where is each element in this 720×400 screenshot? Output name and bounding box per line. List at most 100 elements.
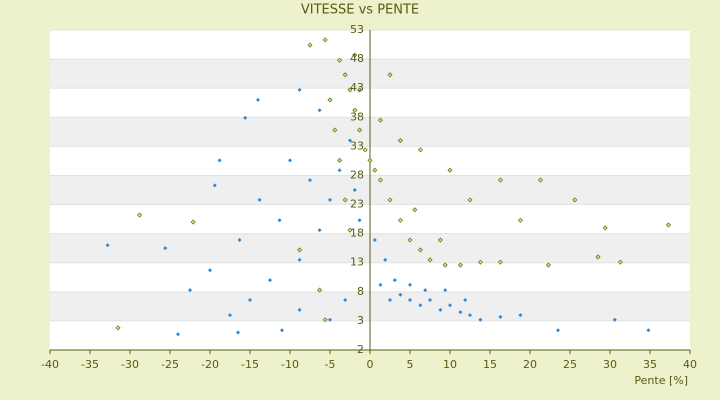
data-point	[377, 117, 383, 123]
data-point	[397, 137, 403, 144]
data-point	[328, 197, 332, 202]
data-point	[337, 168, 342, 173]
data-point	[277, 218, 282, 223]
data-point	[447, 167, 453, 173]
x-tick-label: 10	[443, 358, 457, 371]
x-tick-label: 40	[683, 358, 697, 371]
data-point	[387, 197, 393, 203]
data-point	[357, 87, 363, 93]
data-point	[377, 177, 383, 183]
data-point	[556, 328, 560, 333]
data-point	[392, 278, 397, 283]
data-point	[443, 288, 448, 293]
data-point	[190, 219, 196, 225]
data-point	[477, 259, 483, 265]
data-point	[236, 330, 240, 335]
data-point	[337, 57, 343, 63]
data-point	[317, 108, 322, 113]
data-point	[297, 307, 302, 312]
data-point	[317, 228, 322, 233]
data-point	[268, 278, 272, 283]
data-point	[438, 307, 443, 312]
data-point	[646, 328, 651, 333]
data-point	[372, 167, 378, 173]
data-point	[342, 72, 348, 78]
data-point	[297, 257, 302, 262]
data-point	[417, 247, 423, 253]
data-point	[137, 212, 143, 218]
data-point	[665, 222, 671, 228]
data-point	[418, 303, 423, 308]
data-point	[397, 217, 403, 223]
data-point	[378, 282, 383, 287]
x-tick-label: 20	[523, 358, 537, 371]
data-point	[457, 262, 463, 268]
x-tick-label: -30	[121, 358, 139, 371]
data-point	[617, 259, 623, 265]
data-point	[337, 157, 343, 163]
data-point	[237, 238, 242, 243]
x-tick-label: 0	[367, 358, 374, 371]
y-tick-label: 53	[350, 23, 364, 36]
data-point	[105, 243, 110, 248]
x-tick-label: -20	[201, 358, 219, 371]
data-point	[352, 107, 358, 113]
data-point	[307, 42, 313, 48]
data-point	[322, 317, 328, 323]
y-tick-label: 3	[357, 314, 364, 327]
x-tick-label: 5	[407, 358, 414, 371]
x-tick-label: -10	[281, 358, 299, 371]
data-point	[352, 52, 358, 58]
data-point	[357, 218, 362, 223]
data-point	[412, 207, 418, 213]
x-tick-label: 35	[643, 358, 657, 371]
x-tick-label: 15	[483, 358, 497, 371]
data-point	[463, 297, 468, 302]
x-axis-title: Pente [%]	[634, 374, 688, 387]
data-point	[297, 247, 303, 253]
data-point	[342, 197, 348, 203]
y-tick-label: 28	[350, 168, 364, 181]
data-point	[176, 332, 180, 337]
data-point	[322, 37, 328, 43]
data-point	[188, 288, 192, 293]
y-tick-label: 38	[350, 110, 364, 123]
y-tick-label: 13	[350, 256, 364, 269]
data-point	[407, 237, 413, 243]
data-point	[212, 183, 217, 188]
data-point	[572, 197, 578, 203]
data-point	[497, 177, 503, 183]
data-point	[518, 313, 523, 318]
data-point	[288, 158, 292, 163]
data-point	[545, 262, 551, 268]
data-point	[423, 288, 428, 293]
data-point	[217, 158, 222, 163]
data-point	[387, 72, 393, 78]
data-point	[243, 115, 248, 120]
data-point	[163, 246, 168, 251]
data-point	[347, 227, 353, 233]
data-point	[256, 97, 260, 102]
y-tick-label: 18	[350, 227, 364, 240]
data-point	[383, 257, 388, 262]
x-tick-label: -15	[241, 358, 259, 371]
data-point	[417, 147, 423, 153]
y-tick-label: 48	[350, 52, 364, 65]
data-point	[408, 282, 412, 287]
x-tick-label: -5	[325, 358, 336, 371]
data-point	[328, 317, 332, 322]
chart-title: VITESSE vs PENTE	[301, 3, 419, 18]
data-point	[280, 328, 284, 333]
data-point	[497, 259, 503, 265]
y-tick-label: 33	[350, 139, 364, 152]
y-tick-label: 8	[357, 285, 364, 298]
data-point	[408, 297, 412, 302]
data-point	[367, 157, 373, 163]
data-point	[297, 87, 302, 92]
data-point	[352, 188, 357, 192]
data-point	[372, 238, 377, 243]
data-point	[317, 287, 323, 293]
data-point	[517, 217, 523, 223]
y-tick-label: -2	[353, 343, 364, 356]
